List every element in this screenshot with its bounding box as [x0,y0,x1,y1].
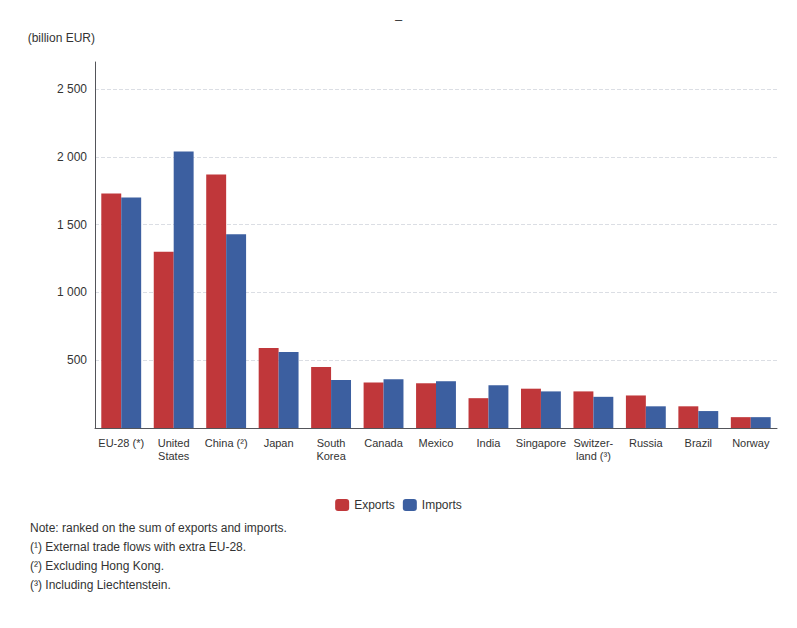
svg-text:1 500: 1 500 [57,218,87,232]
svg-text:land (³): land (³) [576,450,611,462]
svg-text:Exports: Exports [354,498,395,512]
svg-text:2 000: 2 000 [57,150,87,164]
svg-text:Imports: Imports [422,498,462,512]
svg-text:Canada: Canada [364,437,403,449]
svg-text:1 000: 1 000 [57,285,87,299]
svg-text:500: 500 [67,353,87,367]
svg-text:Brazil: Brazil [685,437,713,449]
svg-text:Note: ranked on the sum of exp: Note: ranked on the sum of exports and i… [30,521,287,535]
svg-text:India: India [477,437,502,449]
svg-text:China (²): China (²) [205,437,248,449]
svg-text:(²) Excluding Hong Kong.: (²) Excluding Hong Kong. [30,559,164,573]
svg-text:(³) Including Liechtenstein.: (³) Including Liechtenstein. [30,578,171,592]
svg-text:(¹) External trade flows with: (¹) External trade flows with extra EU-2… [30,540,246,554]
svg-text:Japan: Japan [264,437,294,449]
svg-text:(billion EUR): (billion EUR) [28,31,95,45]
svg-text:States: States [158,450,190,462]
svg-text:–: – [395,12,403,27]
svg-text:Korea: Korea [316,450,346,462]
svg-text:Singapore: Singapore [516,437,566,449]
svg-text:Mexico: Mexico [419,437,454,449]
svg-text:Russia: Russia [629,437,664,449]
svg-text:United: United [158,437,190,449]
svg-text:Norway: Norway [732,437,770,449]
svg-text:2 500: 2 500 [57,82,87,96]
svg-text:South: South [317,437,346,449]
svg-text:EU-28 (*): EU-28 (*) [98,437,144,449]
svg-text:Switzer-: Switzer- [574,437,614,449]
